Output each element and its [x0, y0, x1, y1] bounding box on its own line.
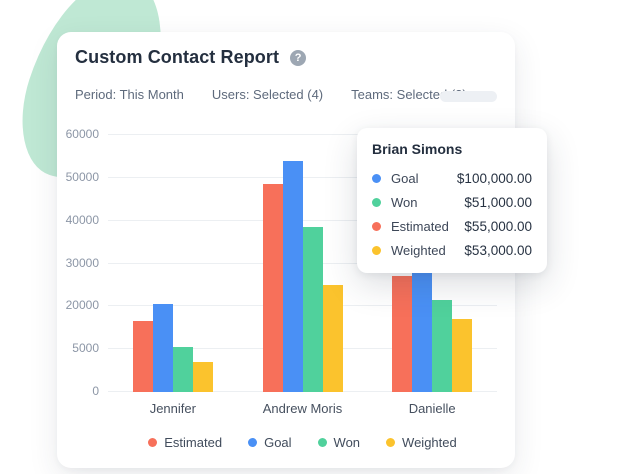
- filter-users[interactable]: Users: Selected (4): [211, 87, 324, 102]
- tooltip-rows: Goal $100,000.00 Won $51,000.00 Estimated $55…: [372, 166, 532, 262]
- tooltip-series-label: Weighted: [391, 242, 446, 258]
- bar-goal-andrew-moris[interactable]: [282, 160, 303, 392]
- tooltip-dot-weighted: [372, 245, 381, 255]
- tooltip-title: Brian Simons: [372, 141, 463, 157]
- tooltip-series-value: $53,000.00: [464, 242, 532, 258]
- tooltip-series-value: $51,000.00: [464, 194, 532, 210]
- x-axis-category-label: Andrew Moris: [262, 401, 343, 416]
- bar-estimated-andrew-moris[interactable]: [262, 184, 283, 392]
- chart-tooltip: Brian Simons Goal $100,000.00 Won $51,000.0…: [357, 128, 547, 273]
- legend-label: Won: [333, 435, 361, 450]
- gridline: 50000: [66, 170, 497, 184]
- bar-won-jennifer[interactable]: [172, 347, 193, 392]
- legend-label: Estimated: [164, 435, 223, 450]
- gridline: 40000: [66, 213, 497, 227]
- tooltip-series-label: Estimated: [391, 218, 449, 234]
- tooltip-row-goal: Goal $100,000.00: [372, 166, 532, 190]
- y-axis-tick-label: 30000: [65, 255, 99, 270]
- tooltip-row-weighted: Weighted $53,000.00: [372, 238, 532, 262]
- legend-item-goal[interactable]: Goal: [248, 435, 292, 450]
- legend-dot-won: [317, 438, 327, 447]
- placeholder-pill: [440, 91, 497, 102]
- bar-weighted-jennifer[interactable]: [192, 362, 213, 392]
- bar-weighted-danielle[interactable]: [452, 319, 473, 392]
- bar-estimated-danielle[interactable]: [392, 276, 413, 392]
- tooltip-series-value: $55,000.00: [464, 218, 532, 234]
- tooltip-series-label: Goal: [391, 170, 419, 186]
- y-axis-tick-label: 60000: [65, 127, 99, 141]
- filter-bar: Period: This Month Users: Selected (4) Tea…: [75, 87, 467, 102]
- legend-dot-goal: [248, 438, 258, 447]
- legend-label: Weighted: [402, 435, 457, 450]
- card-header: Custom Contact Report ?: [75, 47, 307, 68]
- tooltip-series-value: $100,000.00: [456, 170, 532, 186]
- legend-dot-weighted: [386, 438, 396, 447]
- bar-goal-jennifer[interactable]: [152, 304, 173, 392]
- tooltip-row-won: Won $51,000.00: [372, 190, 532, 214]
- bar-chart: 0 5000 20000 30000 40000 50000 60000 Jennifer An…: [66, 127, 497, 416]
- filter-teams[interactable]: Teams: Selected (2): [351, 87, 467, 102]
- y-axis-tick-label: 40000: [65, 212, 99, 227]
- bar-groups: Jennifer Andrew Moris Danielle: [108, 135, 497, 416]
- y-axis-tick-label: 0: [92, 384, 99, 398]
- tooltip-row-estimated: Estimated $55,000.00: [372, 214, 532, 238]
- gridline: 60000: [66, 127, 497, 141]
- legend-item-won[interactable]: Won: [317, 435, 361, 450]
- x-axis-category-label: Danielle: [408, 401, 456, 416]
- legend-item-estimated[interactable]: Estimated: [148, 435, 222, 450]
- y-axis-tick-label: 20000: [65, 298, 99, 313]
- tooltip-dot-estimated: [372, 221, 381, 231]
- page-title: Custom Contact Report: [75, 47, 280, 67]
- bar-goal-danielle[interactable]: [412, 269, 433, 392]
- help-icon[interactable]: ?: [290, 49, 307, 66]
- tooltip-series-label: Won: [391, 194, 418, 210]
- y-axis-tick-label: 5000: [72, 341, 99, 356]
- tooltip-dot-goal: [372, 173, 381, 183]
- x-axis-category-label: Jennifer: [149, 401, 196, 416]
- tooltip-dot-won: [372, 197, 381, 207]
- legend-item-weighted[interactable]: Weighted: [386, 435, 457, 450]
- bar-won-andrew-moris[interactable]: [302, 227, 323, 392]
- y-axis-tick-label: 50000: [65, 169, 99, 184]
- bar-won-danielle[interactable]: [432, 299, 453, 392]
- bar-group-jennifer: Jennifer: [108, 135, 238, 416]
- legend-dot-estimated: [148, 438, 158, 447]
- bar-group-andrew-moris: Andrew Moris: [238, 135, 368, 416]
- legend-label: Goal: [264, 435, 292, 450]
- filter-period[interactable]: Period: This Month: [75, 87, 184, 102]
- bar-estimated-jennifer[interactable]: [132, 321, 153, 392]
- bar-weighted-andrew-moris[interactable]: [322, 284, 343, 392]
- chart-legend: Estimated Goal Won Weighted: [108, 435, 497, 450]
- bar-group-danielle: Danielle: [367, 135, 497, 416]
